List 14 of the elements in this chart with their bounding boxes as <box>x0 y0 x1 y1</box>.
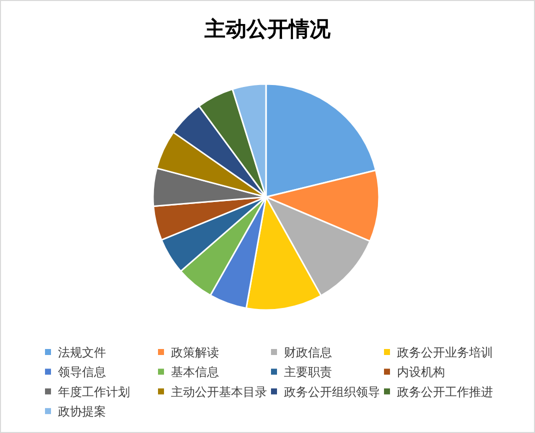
legend-label: 基本信息 <box>171 365 219 380</box>
legend-label: 政务公开组织领导 <box>284 384 380 399</box>
legend-label: 政务公开工作推进 <box>397 384 493 399</box>
legend-label: 财政信息 <box>284 346 332 360</box>
legend-label: 主动公开基本目录 <box>171 384 267 399</box>
legend-label: 政策解读 <box>171 346 219 360</box>
legend-label: 法规文件 <box>58 346 106 360</box>
legend-label: 年度工作计划 <box>58 384 130 399</box>
legend-label: 主要职责 <box>284 365 332 380</box>
legend-label: 内设机构 <box>397 365 445 380</box>
legend-label: 领导信息 <box>58 365 106 380</box>
legend-label: 政协提案 <box>58 404 106 419</box>
chart-title: 主动公开情况 <box>204 17 332 41</box>
legend-label: 政务公开业务培训 <box>397 346 493 360</box>
